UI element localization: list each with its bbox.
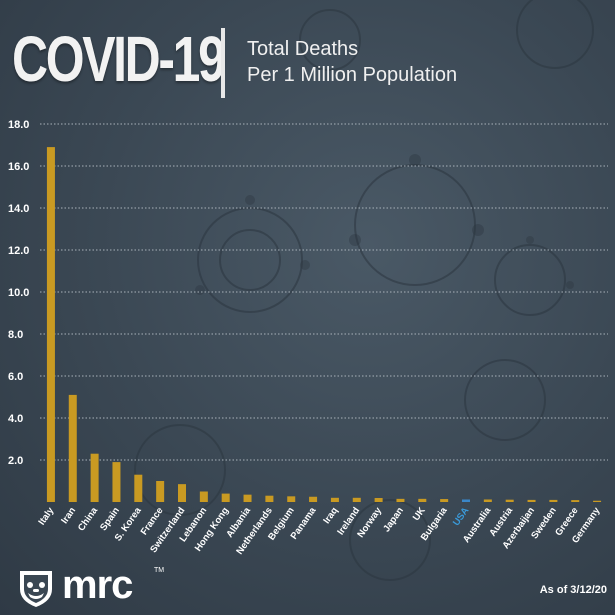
x-tick-label: UK [411, 505, 428, 523]
bar-austria [505, 499, 514, 502]
y-tick-label: 8.0 [8, 329, 23, 341]
page-title: COVID-19 [12, 23, 226, 95]
bar-spain [112, 462, 121, 502]
subtitle-line-1: Total Deaths [247, 38, 359, 60]
bar-usa [462, 499, 470, 502]
bar-france [156, 481, 165, 502]
bar-albania [243, 494, 252, 502]
bar-hong-kong [221, 493, 230, 502]
bar-sweden [549, 499, 558, 502]
bar-lebanon [199, 491, 208, 502]
bar-iran [68, 394, 77, 502]
x-tick-label: Iraq [321, 505, 340, 526]
x-tick-label: Iran [59, 505, 78, 526]
y-tick-label: 18.0 [8, 119, 29, 131]
mrc-logo: mrc TM [14, 563, 164, 608]
x-tick-label: USA [451, 505, 472, 528]
bar-s-korea [134, 474, 143, 502]
bar-china [90, 453, 99, 502]
x-tick-label: Italy [36, 505, 56, 527]
y-tick-label: 2.0 [8, 455, 23, 467]
bar-italy [46, 147, 55, 502]
bar-ireland [352, 497, 361, 502]
bar-iraq [330, 497, 339, 502]
y-tick-label: 16.0 [8, 161, 29, 173]
header: COVID-19 Total Deaths Per 1 Million Popu… [0, 0, 615, 110]
bar-australia [483, 499, 492, 502]
bar-bulgaria [440, 499, 449, 502]
y-tick-label: 6.0 [8, 371, 23, 383]
y-tick-label: 14.0 [8, 203, 29, 215]
bar-netherlands [265, 495, 274, 502]
bulldog-icon [20, 571, 52, 607]
bar-belgium [287, 496, 296, 502]
bar-germany [593, 500, 602, 502]
bar-norway [374, 498, 383, 502]
logo-text: mrc [62, 563, 133, 607]
bar-japan [396, 498, 405, 502]
x-tick-label: China [76, 505, 101, 534]
bar-uk [418, 498, 427, 502]
y-tick-label: 12.0 [8, 245, 29, 257]
y-tick-label: 4.0 [8, 413, 23, 425]
y-tick-label: 10.0 [8, 287, 29, 299]
bar-azerbaijan [527, 499, 536, 502]
bar-greece [571, 500, 580, 502]
as-of-date: As of 3/12/20 [539, 584, 607, 596]
bar-switzerland [178, 484, 186, 502]
bar-panama [309, 496, 318, 502]
logo-trademark: TM [154, 567, 165, 574]
title-divider [221, 28, 225, 98]
subtitle-line-2: Per 1 Million Population [247, 64, 458, 86]
x-tick-label: Japan [381, 505, 406, 534]
